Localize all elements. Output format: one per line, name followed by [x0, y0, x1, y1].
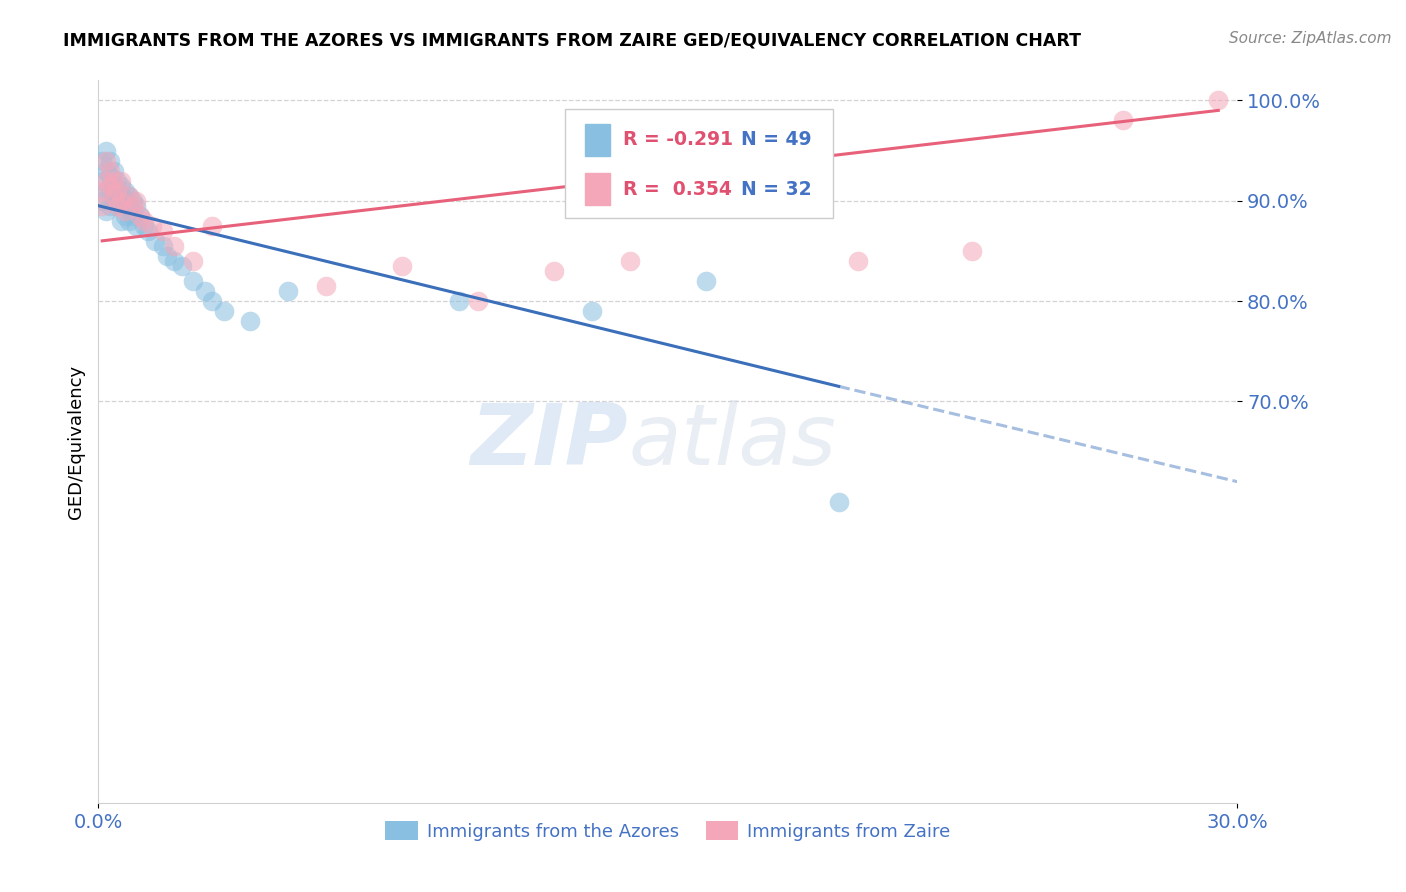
Point	[145, 234, 167, 248]
Point	[98, 178, 121, 193]
Point	[183, 274, 205, 288]
FancyBboxPatch shape	[565, 109, 832, 218]
Point	[107, 184, 129, 198]
Point	[846, 253, 869, 268]
Point	[194, 284, 217, 298]
Point	[103, 163, 125, 178]
Point	[315, 279, 337, 293]
Text: IMMIGRANTS FROM THE AZORES VS IMMIGRANTS FROM ZAIRE GED/EQUIVALENCY CORRELATION : IMMIGRANTS FROM THE AZORES VS IMMIGRANTS…	[63, 31, 1081, 49]
Point	[94, 153, 117, 168]
Point	[110, 199, 132, 213]
Point	[94, 163, 117, 178]
Point	[110, 178, 132, 193]
Point	[118, 199, 141, 213]
Point	[107, 199, 129, 213]
Point	[118, 188, 141, 202]
Text: atlas: atlas	[628, 400, 837, 483]
Point	[695, 274, 717, 288]
Point	[91, 153, 114, 168]
Point	[118, 188, 141, 202]
Point	[98, 199, 121, 213]
Point	[121, 194, 143, 208]
Point	[170, 259, 193, 273]
Point	[152, 224, 174, 238]
Point	[110, 194, 132, 208]
Point	[118, 213, 141, 227]
Point	[132, 219, 155, 233]
Point	[277, 284, 299, 298]
Point	[98, 153, 121, 168]
Point	[98, 163, 121, 178]
Text: N = 49: N = 49	[741, 130, 811, 149]
Point	[114, 184, 136, 198]
FancyBboxPatch shape	[585, 173, 610, 205]
Point	[103, 194, 125, 208]
Text: N = 32: N = 32	[741, 179, 811, 199]
Point	[156, 249, 179, 263]
Point	[201, 293, 224, 308]
Point	[212, 304, 235, 318]
Text: R =  0.354: R = 0.354	[623, 179, 733, 199]
Point	[107, 173, 129, 187]
Point	[239, 314, 262, 328]
Point	[129, 209, 152, 223]
Text: R = -0.291: R = -0.291	[623, 130, 734, 149]
Point	[107, 199, 129, 213]
Point	[103, 178, 125, 193]
Point	[103, 188, 125, 202]
Point	[107, 184, 129, 198]
Point	[581, 304, 603, 318]
Point	[103, 173, 125, 187]
Point	[163, 239, 186, 253]
Point	[1112, 113, 1135, 128]
Point	[114, 209, 136, 223]
Point	[91, 194, 114, 208]
Legend: Immigrants from the Azores, Immigrants from Zaire: Immigrants from the Azores, Immigrants f…	[378, 814, 957, 848]
Point	[94, 184, 117, 198]
Point	[94, 203, 117, 218]
Point	[543, 264, 565, 278]
Point	[132, 213, 155, 227]
Point	[125, 194, 148, 208]
Point	[136, 224, 159, 238]
Point	[114, 203, 136, 218]
Text: ZIP: ZIP	[471, 400, 628, 483]
Point	[449, 293, 471, 308]
Point	[201, 219, 224, 233]
Point	[98, 184, 121, 198]
Point	[91, 173, 114, 187]
Point	[110, 188, 132, 202]
Point	[141, 219, 163, 233]
Point	[960, 244, 983, 258]
Point	[121, 209, 143, 223]
Point	[467, 293, 489, 308]
Point	[183, 253, 205, 268]
Point	[125, 199, 148, 213]
Text: Source: ZipAtlas.com: Source: ZipAtlas.com	[1229, 31, 1392, 46]
Point	[121, 199, 143, 213]
Point	[114, 194, 136, 208]
Point	[1208, 93, 1230, 107]
Point	[91, 184, 114, 198]
Point	[163, 253, 186, 268]
Point	[129, 209, 152, 223]
Point	[828, 494, 851, 508]
Point	[94, 173, 117, 187]
Point	[152, 239, 174, 253]
Y-axis label: GED/Equivalency: GED/Equivalency	[66, 365, 84, 518]
Point	[125, 219, 148, 233]
Point	[94, 144, 117, 158]
Point	[98, 169, 121, 183]
Point	[110, 213, 132, 227]
Point	[391, 259, 413, 273]
Point	[619, 253, 641, 268]
Point	[91, 199, 114, 213]
FancyBboxPatch shape	[585, 124, 610, 156]
Point	[110, 173, 132, 187]
